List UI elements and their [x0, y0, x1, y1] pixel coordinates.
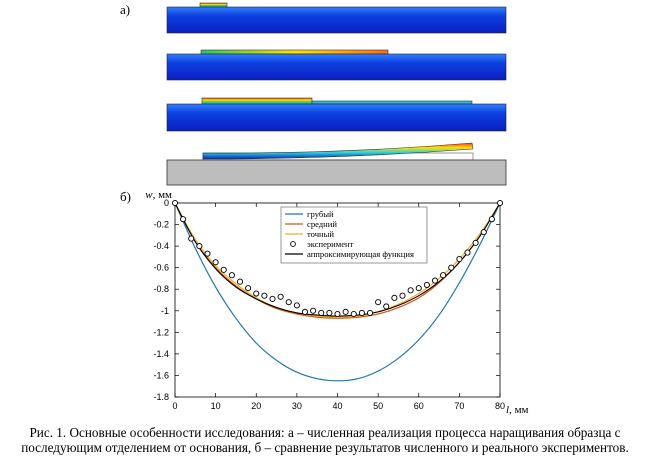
panel-a-label: а)	[120, 2, 131, 17]
simulation-frame-3	[166, 97, 507, 132]
x-tick-label: 10	[211, 401, 221, 411]
experiment-point	[269, 295, 276, 302]
experiment-point	[464, 249, 471, 256]
figure-caption: Рис. 1. Основные особенности исследовани…	[0, 425, 650, 455]
experiment-point	[180, 216, 187, 223]
experiment-point	[228, 272, 235, 279]
y-tick-label: -0.8	[153, 284, 169, 294]
experiment-point	[196, 243, 203, 250]
y-tick-label: -0.6	[153, 263, 169, 273]
experiment-point	[236, 278, 244, 285]
x-tick-label: 60	[414, 401, 424, 411]
experiment-point	[448, 264, 455, 271]
x-tick-label: 50	[373, 401, 383, 411]
experiment-point	[293, 302, 300, 309]
chart-legend: грубыйсреднийточныйэкспериментаппроксими…	[280, 206, 428, 264]
y-tick-label: -1	[161, 306, 169, 316]
series-line-0	[174, 202, 501, 382]
y-tick-label: 0	[164, 198, 169, 208]
legend-box	[280, 206, 428, 264]
experiment-point	[423, 281, 430, 288]
y-tick-label: -0.2	[153, 220, 169, 230]
legend-marker	[290, 241, 296, 247]
deflection-chart: 0 10 20 30 40 50 60 70 80 0 -0.2 -0.4 -0.6 -0.8 -1 -1.2…	[145, 189, 529, 416]
experiment-point	[310, 307, 317, 314]
experiment-point	[488, 216, 495, 223]
simulation-frame-1	[166, 2, 507, 34]
experiment-point	[366, 309, 374, 316]
experiment-point	[318, 309, 325, 316]
experiment-point	[212, 259, 219, 266]
experiment-point	[204, 250, 211, 257]
x-tick-label: 20	[251, 401, 261, 411]
experiment-point	[285, 299, 292, 306]
legend-entry-label: средний	[307, 219, 337, 229]
legend-entry-label: грубый	[307, 209, 334, 219]
experiment-point	[472, 239, 479, 246]
legend-entry-label: эксперимент	[307, 239, 354, 249]
experiment-point	[220, 266, 227, 273]
experiment-point	[391, 294, 398, 301]
x-tick-label: 40	[332, 401, 342, 411]
experiment-point	[383, 303, 390, 310]
experiment-point	[415, 285, 422, 292]
experiment-point	[326, 309, 333, 316]
y-tick-label: -1.8	[153, 392, 169, 402]
experiment-point	[358, 309, 365, 316]
simulation-frame-2	[166, 49, 507, 81]
x-tick-label: 80	[495, 401, 505, 411]
experiment-point	[375, 299, 382, 306]
y-tick-label: -1.2	[153, 327, 169, 337]
legend-entry-label: точный	[307, 229, 334, 239]
experiment-point	[407, 287, 414, 294]
experiment-point	[301, 308, 309, 315]
experiment-point	[456, 255, 463, 263]
experiment-point	[188, 235, 195, 242]
caption-line-1: Рис. 1. Основные особенности исследовани…	[29, 425, 621, 440]
experiment-point	[431, 277, 439, 284]
experiment-point	[245, 285, 252, 292]
simulation-frame-4	[166, 142, 507, 186]
experiment-point	[342, 308, 349, 315]
experiment-point	[171, 199, 179, 207]
y-axis-label: w, мм	[145, 189, 172, 201]
simulation-frames	[166, 2, 507, 186]
x-tick-label: 70	[454, 401, 464, 411]
x-tick-label: 0	[172, 401, 177, 411]
panel-b-label: б)	[120, 189, 131, 204]
experiment-point	[399, 292, 406, 299]
experiment-point	[440, 272, 447, 279]
y-tick-label: -1.4	[153, 349, 169, 359]
experiment-point	[253, 290, 260, 297]
experiment-point	[261, 292, 268, 299]
experiment-point	[350, 310, 357, 318]
experiment-point	[496, 199, 504, 207]
y-tick-label: -0.4	[153, 241, 169, 251]
legend-entry-label: аппроксимирующая функция	[307, 249, 414, 259]
experiment-point	[334, 310, 341, 318]
x-axis-label: l, мм	[506, 404, 529, 416]
experiment-point	[277, 293, 284, 300]
x-tick-label: 30	[292, 401, 302, 411]
caption-line-2: последующим отделением от основания, б –…	[21, 440, 629, 455]
y-tick-label: -1.6	[153, 370, 169, 380]
experiment-point	[480, 229, 487, 236]
